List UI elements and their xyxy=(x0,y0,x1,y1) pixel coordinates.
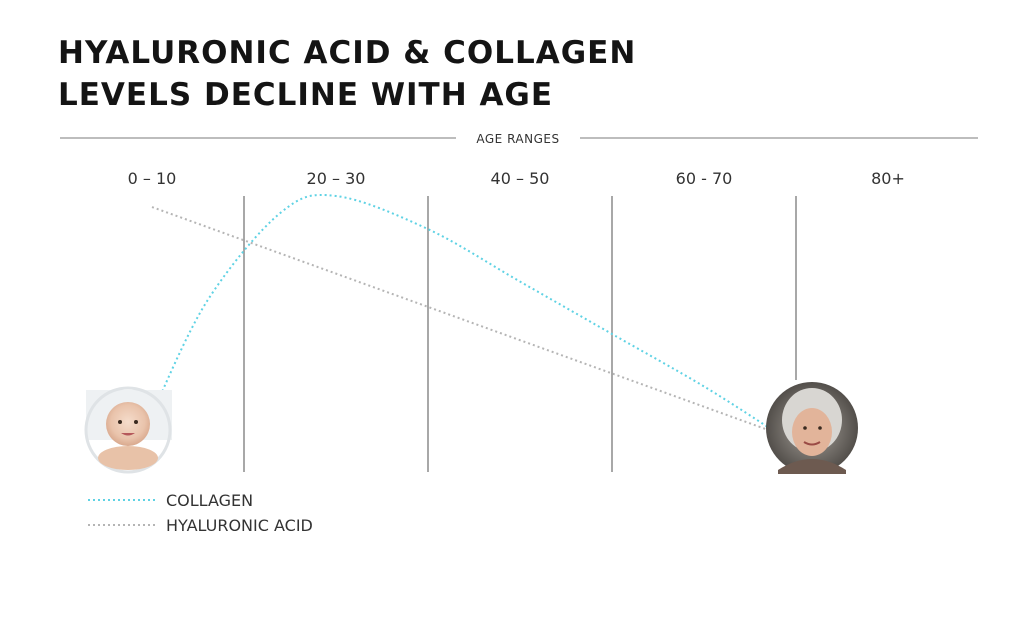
legend: COLLAGEN HYALURONIC ACID xyxy=(88,491,313,535)
series-lines xyxy=(151,193,779,435)
elderly-woman-photo xyxy=(766,382,858,474)
gridlines xyxy=(243,196,797,472)
x-tick-label: 60 - 70 xyxy=(676,169,733,188)
chart-title: HYALURONIC ACID & COLLAGEN LEVELS DECLIN… xyxy=(58,32,818,116)
legend-collagen-label: COLLAGEN xyxy=(166,491,253,510)
baby-photo xyxy=(84,386,172,474)
x-tick-label: 0 – 10 xyxy=(128,169,177,188)
legend-hyaluronic-label: HYALURONIC ACID xyxy=(166,516,313,535)
x-tick-label: 80+ xyxy=(871,169,905,188)
x-tick-label: 20 – 30 xyxy=(307,169,366,188)
x-axis-title: AGE RANGES xyxy=(476,132,559,146)
chart-title-line-2: LEVELS DECLINE WITH AGE xyxy=(58,77,554,113)
collagen-line xyxy=(151,193,779,435)
hyaluronic-acid-line xyxy=(151,206,778,435)
tick-labels: 0 – 10 20 – 30 40 – 50 60 - 70 80+ xyxy=(128,169,905,188)
chart-title-line-1: HYALURONIC ACID & COLLAGEN xyxy=(58,35,637,71)
x-tick-label: 40 – 50 xyxy=(491,169,550,188)
